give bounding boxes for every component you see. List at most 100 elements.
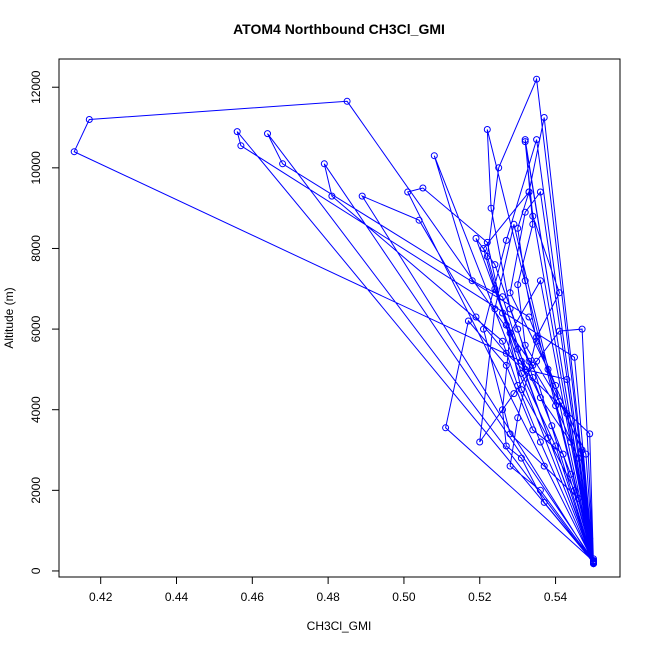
series-layer xyxy=(70,75,597,568)
data-point xyxy=(552,382,560,389)
data-point xyxy=(555,398,563,406)
data-point xyxy=(578,325,586,333)
data-point xyxy=(567,470,575,478)
data-point xyxy=(419,184,427,192)
data-point xyxy=(586,430,594,438)
data-point xyxy=(574,494,582,502)
y-tick-label: 0 xyxy=(29,567,43,574)
data-point xyxy=(514,345,522,353)
data-point xyxy=(264,130,271,138)
data-point xyxy=(468,277,476,285)
y-axis-label: Altitude (m) xyxy=(2,287,16,348)
data-point xyxy=(521,136,529,144)
data-point xyxy=(521,365,529,373)
data-point xyxy=(533,136,541,144)
data-point xyxy=(571,486,578,494)
data-point xyxy=(495,164,503,172)
data-point xyxy=(521,277,529,285)
y-tick-label: 4000 xyxy=(29,396,43,423)
data-point xyxy=(499,406,506,414)
series-line xyxy=(73,77,595,565)
data-point xyxy=(279,160,287,168)
chart-title: ATOM4 Northbound CH3Cl_GMI xyxy=(233,21,445,37)
x-tick-label: 0.44 xyxy=(165,590,189,604)
data-point xyxy=(502,349,510,357)
data-point xyxy=(540,114,548,121)
data-point xyxy=(586,535,594,543)
y-tick-label: 2000 xyxy=(29,477,43,504)
data-point xyxy=(85,116,93,123)
data-point xyxy=(517,369,525,377)
data-point xyxy=(442,424,450,432)
data-point xyxy=(533,333,541,341)
data-point xyxy=(582,450,590,458)
data-point xyxy=(510,390,518,398)
data-point xyxy=(540,462,548,470)
data-point xyxy=(544,365,552,373)
data-point xyxy=(480,245,487,252)
y-tick-label: 8000 xyxy=(29,235,43,262)
data-point xyxy=(517,386,525,394)
data-point xyxy=(536,438,544,446)
data-point xyxy=(567,438,575,446)
data-point xyxy=(499,337,506,345)
x-tick-label: 0.48 xyxy=(316,590,340,604)
data-point xyxy=(358,192,366,200)
data-point xyxy=(476,438,484,446)
data-point xyxy=(529,220,537,228)
data-point xyxy=(514,281,522,289)
data-point xyxy=(491,305,499,313)
data-point xyxy=(328,192,336,200)
data-point xyxy=(590,557,597,565)
data-point xyxy=(472,234,480,242)
data-point xyxy=(536,394,544,402)
data-point xyxy=(578,446,586,454)
data-point xyxy=(430,152,438,160)
data-point xyxy=(536,277,544,285)
data-point xyxy=(540,498,548,506)
data-point xyxy=(571,353,578,361)
data-point xyxy=(548,422,556,430)
data-point xyxy=(487,204,495,212)
data-point xyxy=(499,309,506,317)
data-point xyxy=(521,208,529,216)
x-tick-label: 0.52 xyxy=(468,590,492,604)
data-point xyxy=(529,374,537,381)
data-point xyxy=(499,293,506,301)
data-point xyxy=(510,220,518,228)
data-point xyxy=(525,188,533,196)
x-tick-label: 0.50 xyxy=(392,590,416,604)
data-point xyxy=(521,138,529,146)
data-point xyxy=(502,442,510,450)
y-tick-label: 12000 xyxy=(29,70,43,104)
x-tick-label: 0.54 xyxy=(544,590,568,604)
data-point xyxy=(563,376,571,383)
data-point xyxy=(320,160,328,168)
data-point xyxy=(70,148,78,156)
data-point xyxy=(555,327,563,335)
data-point xyxy=(514,325,522,333)
data-point xyxy=(544,434,552,442)
data-point xyxy=(517,357,525,365)
data-point xyxy=(559,450,567,458)
plot-frame xyxy=(58,58,621,578)
data-point xyxy=(514,414,522,422)
data-point xyxy=(472,313,480,321)
data-point xyxy=(491,285,499,293)
data-point xyxy=(483,126,491,133)
x-axis-label: CH3Cl_GMI xyxy=(307,619,372,633)
data-point xyxy=(552,402,560,410)
data-point xyxy=(502,236,510,244)
y-tick-label: 6000 xyxy=(29,315,43,342)
data-point xyxy=(404,188,412,196)
data-point xyxy=(464,317,472,325)
data-point xyxy=(563,410,571,418)
data-point xyxy=(514,224,522,232)
data-point xyxy=(483,238,491,246)
data-point xyxy=(514,382,522,389)
data-point xyxy=(483,253,491,260)
data-point xyxy=(529,426,537,434)
data-point xyxy=(555,289,563,297)
data-point xyxy=(525,357,533,365)
